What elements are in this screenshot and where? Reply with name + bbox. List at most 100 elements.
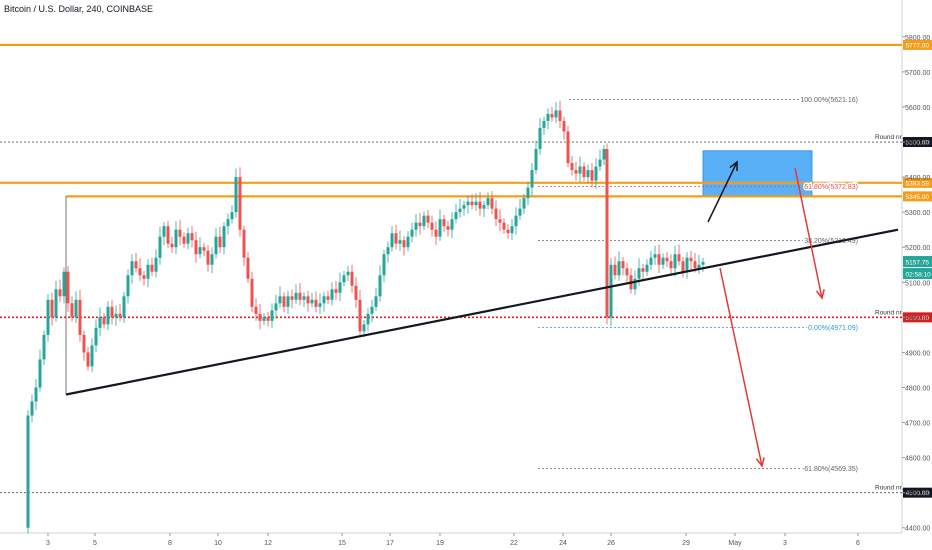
candle-body [701, 261, 705, 265]
candle-body [414, 222, 418, 230]
candle-body [609, 264, 613, 318]
bearish-arrow-long [719, 267, 763, 467]
candle-body [78, 299, 82, 335]
bearish-arrow-short [794, 167, 823, 299]
candle-body [362, 324, 366, 332]
candle-body [605, 149, 609, 318]
price-tick-label: 4800.00 [905, 385, 930, 392]
candle-body [390, 233, 394, 248]
candle-body [426, 215, 430, 223]
price-tick-label: 5800.00 [905, 35, 930, 42]
candle-body [673, 254, 677, 269]
candle-body [470, 201, 474, 206]
candle-body [586, 170, 590, 178]
candle-body [166, 226, 170, 244]
candle-body [422, 215, 426, 227]
candle-body [410, 229, 414, 237]
candle-body [302, 296, 306, 300]
candle-body [406, 236, 410, 248]
candle-body [30, 401, 34, 416]
candle-body [258, 313, 262, 321]
candle-body [398, 240, 402, 244]
fib-label: 0.00%(4971.09) [808, 325, 858, 332]
level-name: Round nr. [875, 485, 903, 492]
fib-label: 38.20%(5219.49) [804, 238, 858, 245]
candle-body [370, 306, 374, 314]
candle-body [418, 222, 422, 227]
candle-body [118, 313, 122, 318]
price-tick-label: 5700.00 [905, 70, 930, 77]
candle-body [270, 310, 274, 321]
candle-body [154, 257, 158, 272]
candle-body [110, 306, 114, 318]
time-tick-label: 8 [168, 540, 172, 547]
level-price-tag [903, 177, 932, 188]
candle-body [621, 261, 625, 269]
price-tick-label: 5200.00 [905, 245, 930, 252]
candle-body [82, 334, 86, 353]
candle-body [358, 299, 362, 332]
candle-body [645, 264, 649, 272]
candle-body [462, 205, 466, 209]
price-tick-label: 5000.00 [905, 315, 930, 322]
candle-body [342, 275, 346, 283]
candle-body [290, 296, 294, 300]
level-name: Round nr. [875, 134, 903, 141]
level-price-label: 5383.59 [906, 180, 930, 187]
candle-body [454, 212, 458, 220]
candle-body [394, 233, 398, 244]
current-price-tag [903, 256, 932, 268]
candle-body [530, 170, 534, 188]
candle-body [474, 201, 478, 206]
candle-body [653, 254, 657, 258]
time-tick-label: 19 [436, 540, 444, 547]
candle-body [246, 257, 250, 279]
candle-body [602, 149, 606, 160]
candle-body [510, 226, 514, 234]
candle-body [613, 264, 617, 276]
candle-body [685, 257, 689, 272]
candle-body [98, 317, 102, 328]
price-tick-label: 5300.00 [905, 210, 930, 217]
candle-body [234, 177, 238, 213]
candle-body [450, 219, 454, 230]
candle-body [50, 299, 54, 318]
candle-body [282, 296, 286, 307]
time-tick-label: 17 [386, 540, 394, 547]
time-tick-label: 29 [682, 540, 690, 547]
time-tick-label: 26 [607, 540, 615, 547]
trendline [65, 228, 899, 396]
candle-body [278, 296, 282, 304]
candle-body [86, 352, 90, 367]
candle-body [438, 219, 442, 237]
fibonacci-levels: 100.00%(5621.16) 61.80%(5372.83) 38.20%(52… [538, 96, 860, 474]
candle-body [466, 201, 470, 206]
candle-body [478, 201, 482, 209]
candle-body [669, 261, 673, 269]
candle-body [182, 236, 186, 244]
candle-body [598, 159, 602, 167]
candle-body [386, 247, 390, 255]
candle-body [697, 264, 701, 269]
candle-body [582, 166, 586, 178]
candle-body [266, 317, 270, 321]
candle-body [186, 233, 190, 244]
candle-body [633, 278, 637, 290]
candle-body [322, 296, 326, 304]
candle-body [26, 415, 30, 528]
candle-body [198, 247, 202, 255]
candle-body [38, 359, 42, 388]
level-price-label: 5777.00 [906, 42, 930, 49]
candle-body [514, 215, 518, 227]
candle-body [314, 299, 318, 307]
candle-body [637, 268, 641, 279]
candle-body [214, 236, 218, 255]
candle-body [330, 289, 334, 300]
candle-body [70, 303, 74, 318]
candle-body [494, 208, 498, 220]
level-price-tag [903, 312, 932, 323]
candle-body [657, 254, 661, 265]
candle-body [34, 387, 38, 402]
candle-body [518, 208, 522, 216]
